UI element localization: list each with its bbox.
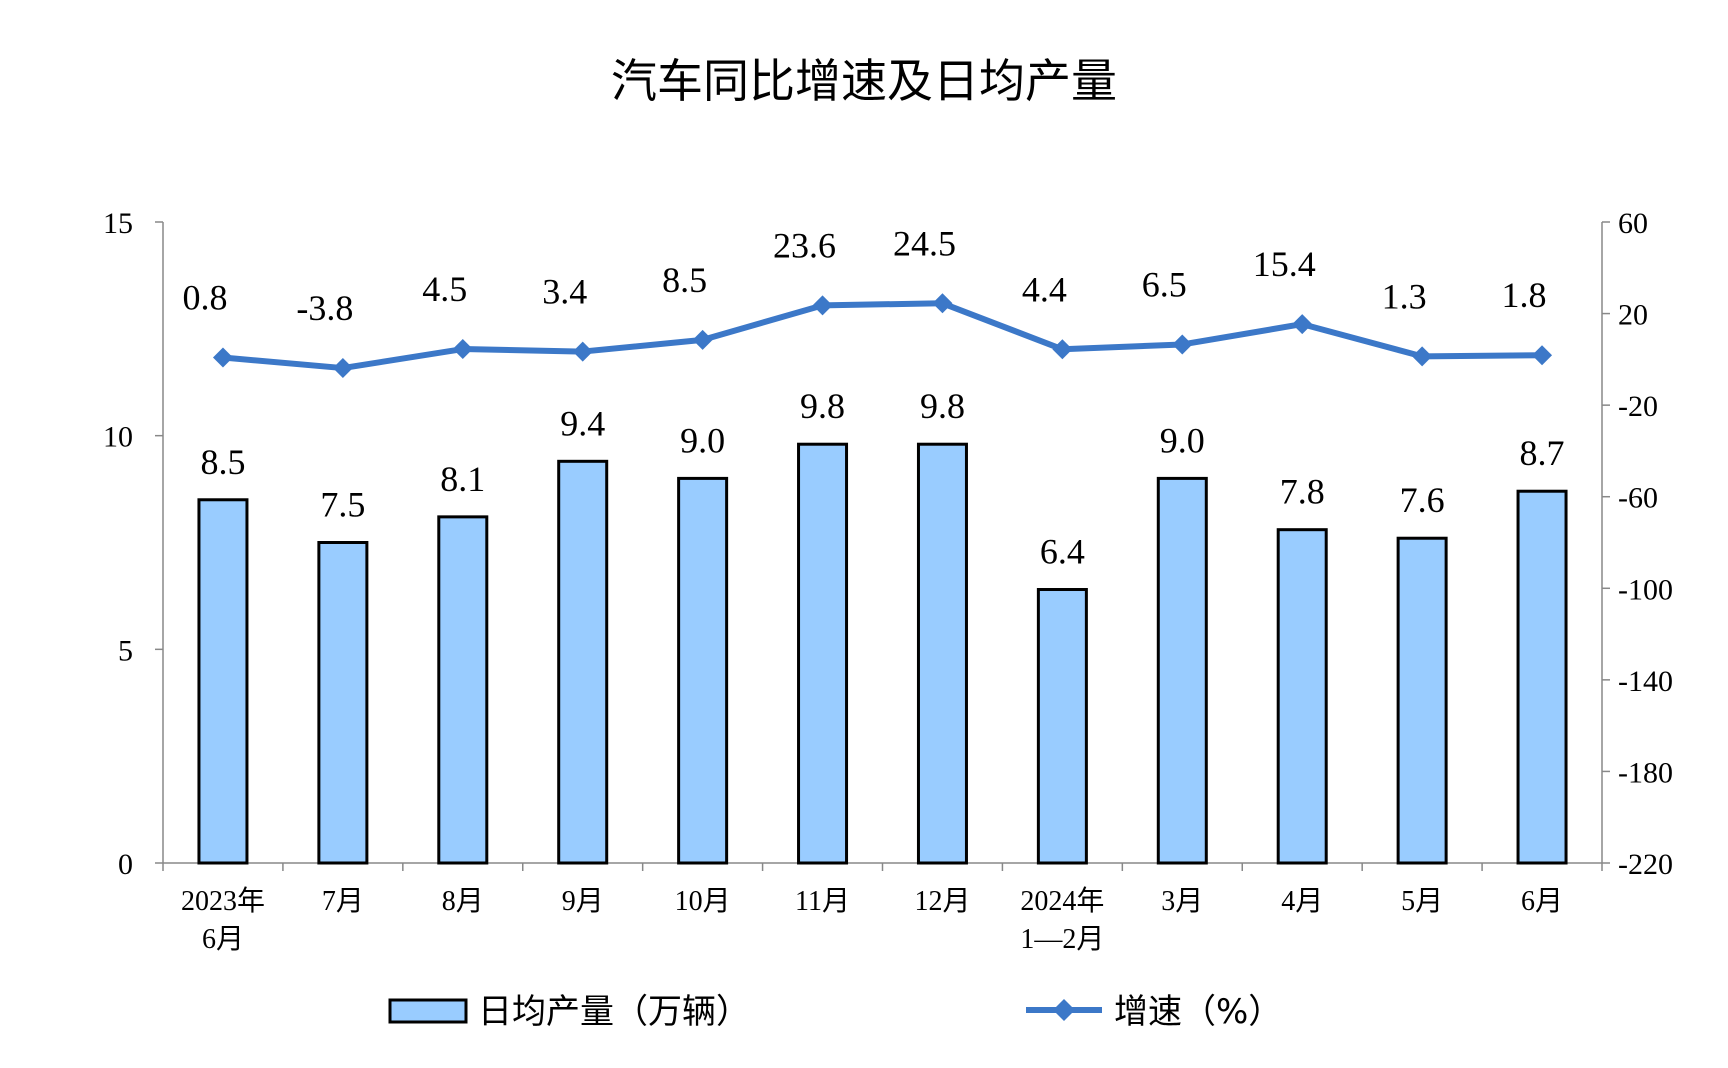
bar [1036, 588, 1088, 865]
x-tick-label: 11月 [795, 886, 850, 917]
line-value-label: 4.5 [422, 269, 467, 309]
x-tick-label: 12月 [914, 886, 970, 917]
y-left-tick-label: 5 [118, 634, 133, 667]
bar-value-label: 9.8 [800, 386, 845, 426]
y-right-tick-label: 60 [1618, 207, 1648, 240]
line-marker [1412, 346, 1433, 367]
bar [1516, 489, 1568, 865]
bar [1396, 536, 1448, 865]
y-right-tick-label: 20 [1618, 299, 1648, 332]
bar [1276, 528, 1328, 865]
line-value-label: 23.6 [773, 225, 836, 265]
y-right-tick-label: -140 [1618, 665, 1673, 698]
line-value-label: 6.5 [1142, 264, 1187, 304]
bar-value-label: 9.8 [920, 386, 965, 426]
y-left-tick-label: 10 [103, 421, 133, 454]
x-tick-label: 6月 [202, 924, 244, 955]
legend-line-label: 增速（%） [1114, 992, 1282, 1032]
bar-value-label: 7.5 [320, 485, 365, 525]
x-tick-label: 2023年 [181, 885, 265, 917]
y-left-tick-label: 0 [118, 848, 133, 881]
line-marker [212, 347, 233, 368]
bar-value-label: 7.6 [1400, 480, 1445, 520]
line-marker [692, 329, 713, 350]
x-tick-label: 2024年 [1020, 885, 1104, 917]
bar [677, 476, 729, 865]
x-tick-label: 6月 [1521, 886, 1563, 917]
category-labels: 2023年 6月 7月 8月 9月 10月 11月 12月 2024年 1—2月 3月 4月 5月 6月 [181, 885, 1563, 955]
line-path [222, 300, 1543, 372]
bar-value-label: 8.1 [440, 459, 485, 499]
x-tick-label: 5月 [1401, 886, 1443, 917]
line-marker [812, 295, 833, 316]
x-tick-label: 7月 [322, 886, 364, 917]
legend-bar-label: 日均产量（万辆） [478, 992, 750, 1032]
bar [557, 459, 609, 865]
line-marker [1532, 345, 1553, 366]
line-value-label: 8.5 [662, 260, 707, 300]
line-marker [572, 341, 593, 362]
y-right-tick-label: -180 [1618, 756, 1673, 789]
bar-series [197, 442, 1568, 865]
bar [1156, 476, 1208, 865]
x-tick-label: 10月 [675, 886, 731, 917]
y-right-tick-label: -100 [1618, 573, 1673, 606]
bar [317, 541, 369, 865]
line-marker [1052, 339, 1073, 360]
line-value-label: 15.4 [1253, 244, 1316, 284]
chart-title: 汽车同比增速及日均产量 [611, 54, 1117, 108]
bar-value-label: 7.8 [1280, 472, 1325, 512]
x-tick-label: 9月 [562, 886, 604, 917]
bar [197, 498, 249, 865]
line-marker [1172, 334, 1193, 355]
line-marker [1292, 314, 1313, 335]
legend: 日均产量（万辆） 增速（%） [388, 992, 1282, 1032]
line-marker [932, 293, 953, 314]
y-right-tick-label: -60 [1618, 482, 1658, 515]
line-value-label: 1.8 [1502, 275, 1547, 315]
bar-value-label: 9.0 [1160, 420, 1205, 460]
bar-value-label: 9.0 [680, 420, 725, 460]
line-series [212, 293, 1553, 379]
line-value-label: 24.5 [893, 223, 956, 263]
bar-value-label: 6.4 [1040, 532, 1085, 572]
bar [797, 442, 849, 865]
x-tick-label: 3月 [1161, 886, 1203, 917]
y-left-tick-label: 15 [103, 207, 133, 240]
line-value-label: 4.4 [1022, 269, 1067, 309]
line-marker [332, 358, 353, 379]
line-value-label: 1.3 [1382, 276, 1427, 316]
bar [916, 442, 968, 865]
line-value-label: 0.8 [182, 278, 227, 318]
bar-value-label: 8.7 [1520, 433, 1565, 473]
bar [437, 515, 489, 865]
bar-data-labels: 8.5 7.5 8.1 9.4 9.0 9.8 9.8 6.4 9.0 7.8 7.6 8.7 [200, 386, 1564, 571]
line-data-labels: 0.8 -3.8 4.5 3.4 8.5 23.6 24.5 4.4 6.5 15.4 1.3 1.8 [182, 223, 1546, 328]
y-right-tick-label: -220 [1618, 848, 1673, 881]
x-tick-label: 8月 [442, 886, 484, 917]
line-value-label: -3.8 [296, 288, 353, 328]
y-right-tick-label: -20 [1618, 390, 1658, 423]
legend-line-marker [1053, 999, 1075, 1021]
axes: 0 5 10 15 60 20 -20 -60 -100 -140 -180 -220 [103, 207, 1673, 881]
bar-value-label: 8.5 [200, 442, 245, 482]
line-value-label: 3.4 [542, 272, 587, 312]
legend-bar-swatch [388, 998, 468, 1024]
x-tick-label: 1—2月 [1020, 924, 1104, 955]
line-marker [452, 339, 473, 360]
bar-value-label: 9.4 [560, 403, 605, 443]
x-tick-label: 4月 [1281, 886, 1323, 917]
